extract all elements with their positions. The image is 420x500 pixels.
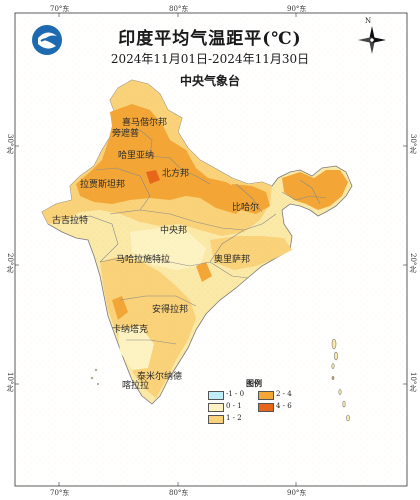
region-label-odisha: 奥里萨邦 bbox=[214, 255, 251, 265]
state-borders bbox=[65, 129, 327, 345]
lon-tick-80-bottom: 80°东 bbox=[169, 489, 189, 497]
legend-swatch-1-2 bbox=[208, 415, 224, 424]
lat-tick-30-right: 30°北 bbox=[409, 134, 417, 154]
region-label-uttar-pradesh: 北方邦 bbox=[162, 169, 190, 179]
region-label-gujarat: 古吉拉特 bbox=[52, 216, 89, 226]
legend-label-4-6: 4 - 6 bbox=[276, 402, 292, 410]
date-range: 2024年11月01日-2024年11月30日 bbox=[110, 52, 310, 66]
lon-tick-90-top: 90°东 bbox=[287, 5, 307, 13]
map-legend: 图例 -1 - 0 0 - 1 1 - 2 2 - 4 4 - 6 bbox=[200, 378, 308, 426]
region-label-madhya-pradesh: 中央邦 bbox=[160, 226, 188, 236]
legend-label-1-2: 1 - 2 bbox=[226, 414, 242, 422]
lat-tick-10-right: 10°北 bbox=[409, 372, 417, 392]
region-label-kerala: 喀拉拉 bbox=[122, 381, 150, 391]
legend-swatch-neg1-0 bbox=[208, 391, 224, 400]
lat-tick-20-left: 20°北 bbox=[6, 253, 14, 273]
lat-tick-20-right: 20°北 bbox=[409, 253, 417, 273]
north-arrow-icon bbox=[358, 26, 386, 54]
legend-swatch-0-1 bbox=[208, 403, 224, 412]
north-label: N bbox=[365, 17, 372, 25]
lon-tick-80-top: 80°东 bbox=[169, 5, 189, 13]
region-label-andhra-pradesh: 安得拉邦 bbox=[152, 305, 189, 315]
issuer-name: 中央气象台 bbox=[179, 74, 240, 88]
region-label-haryana: 哈里亚纳 bbox=[118, 151, 155, 161]
region-label-punjab: 旁遮普 bbox=[112, 129, 140, 139]
cma-logo-icon bbox=[32, 25, 62, 55]
legend-label-2-4: 2 - 4 bbox=[276, 390, 292, 398]
region-label-himachal: 喜马偕尔邦 bbox=[122, 118, 168, 128]
lat-tick-10-left: 10°北 bbox=[6, 372, 14, 392]
lon-tick-90-bottom: 90°东 bbox=[287, 489, 307, 497]
lakshadweep-islands bbox=[90, 368, 100, 386]
region-label-rajasthan: 拉贾斯坦邦 bbox=[80, 180, 126, 190]
legend-title: 图例 bbox=[246, 378, 262, 388]
lat-tick-30-left: 30°北 bbox=[6, 134, 14, 154]
lon-tick-70-bottom: 70°东 bbox=[50, 489, 70, 497]
map-title: 印度平均气温距平(℃) bbox=[118, 29, 302, 49]
legend-swatch-4-6 bbox=[258, 403, 274, 412]
andaman-nicobar-islands bbox=[331, 338, 350, 422]
region-label-tamil-nadu: 泰米尔纳德 bbox=[137, 372, 183, 382]
region-label-bihar: 比哈尔 bbox=[232, 203, 260, 213]
legend-label-neg1-0: -1 - 0 bbox=[226, 390, 245, 398]
region-label-karnataka: 卡纳塔克 bbox=[112, 325, 149, 335]
region-label-maharashtra: 马哈拉施特拉 bbox=[116, 255, 171, 265]
lon-tick-70-top: 70°东 bbox=[50, 5, 70, 13]
legend-label-0-1: 0 - 1 bbox=[226, 402, 242, 410]
legend-swatch-2-4 bbox=[258, 391, 274, 400]
